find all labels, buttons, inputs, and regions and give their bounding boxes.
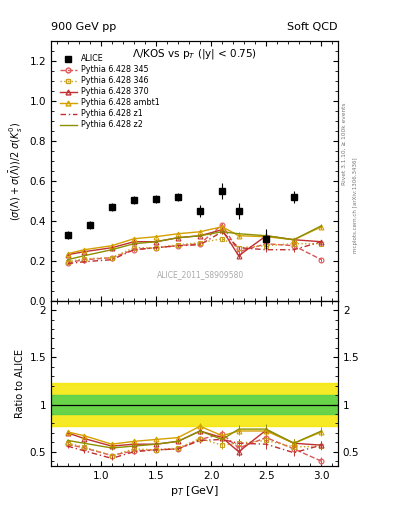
Text: mcplots.cern.ch [arXiv:1306.3436]: mcplots.cern.ch [arXiv:1306.3436] — [353, 157, 358, 252]
Bar — [51, 395, 338, 414]
Text: 900 GeV pp: 900 GeV pp — [51, 22, 116, 32]
Text: Rivet 3.1.10, ≥ 100k events: Rivet 3.1.10, ≥ 100k events — [342, 102, 346, 185]
Text: Soft QCD: Soft QCD — [288, 22, 338, 32]
Bar — [51, 383, 338, 426]
X-axis label: p$_T$ [GeV]: p$_T$ [GeV] — [170, 483, 219, 498]
Y-axis label: Ratio to ALICE: Ratio to ALICE — [15, 349, 26, 418]
Text: ALICE_2011_S8909580: ALICE_2011_S8909580 — [157, 270, 244, 279]
Y-axis label: $(\sigma(\Lambda)+\sigma(\bar{\Lambda}))/2\ \sigma(K^0_s)$: $(\sigma(\Lambda)+\sigma(\bar{\Lambda}))… — [8, 121, 26, 221]
Text: $\Lambda$/KOS vs p$_T$ (|y| < 0.75): $\Lambda$/KOS vs p$_T$ (|y| < 0.75) — [132, 48, 257, 61]
Legend: ALICE, Pythia 6.428 345, Pythia 6.428 346, Pythia 6.428 370, Pythia 6.428 ambt1,: ALICE, Pythia 6.428 345, Pythia 6.428 34… — [58, 53, 161, 131]
